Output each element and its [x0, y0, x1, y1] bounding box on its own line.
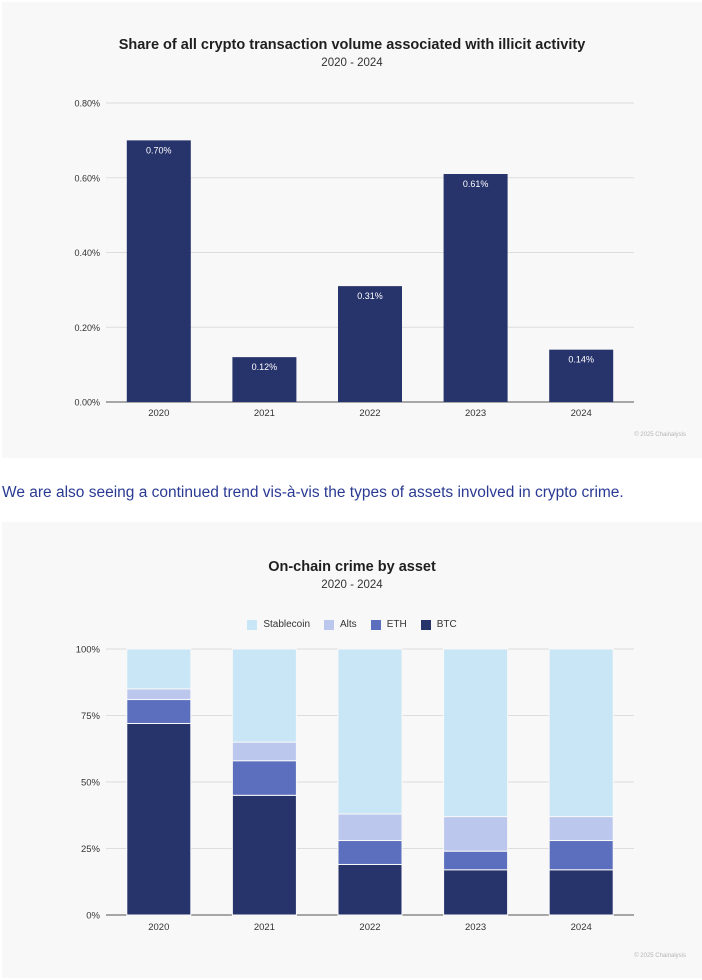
bar-segment-stablecoin [337, 648, 403, 815]
illicit-share-bar-chart: 0.00% 0.20% 0.40% 0.60% 0.80% 0.70% 2020 0.12% 2… [74, 99, 634, 419]
x-tick-label: 2024 [571, 922, 592, 933]
legend-item-btc: BTC [420, 619, 457, 630]
bar [549, 349, 614, 402]
bar-segment-btc [337, 863, 403, 916]
bar-segment-eth [443, 850, 509, 871]
x-tick-label: 2022 [359, 922, 380, 933]
chart-subtitle: 2020 - 2024 [321, 57, 383, 69]
chart-title: Share of all crypto transaction volume a… [118, 37, 586, 53]
chart-subtitle: 2020 - 2024 [321, 579, 383, 591]
chart-title: On-chain crime by asset [268, 559, 436, 575]
bar-segment-alts [231, 741, 297, 762]
crime-by-asset-chart-panel: On-chain crime by asset 2020 - 2024 Stab… [2, 522, 702, 978]
legend-label: Stablecoin [263, 619, 311, 630]
y-tick-label: 0.20% [74, 323, 100, 333]
bar-segment-alts [126, 688, 192, 701]
data-label: 0.61% [463, 179, 489, 189]
legend-item-stablecoin: Stablecoin [247, 619, 310, 630]
bar-segment-alts [443, 816, 509, 852]
legend-swatch [247, 619, 258, 630]
y-tick-label: 50% [81, 778, 101, 789]
legend-label: Alts [340, 619, 357, 630]
y-tick-label: 75% [81, 711, 101, 722]
y-tick-label: 100% [76, 645, 101, 656]
bar-segment-btc [443, 869, 509, 916]
x-tick-label: 2024 [571, 408, 592, 419]
bar-segment-eth [231, 760, 297, 796]
legend-item-alts: Alts [324, 619, 357, 630]
bar [126, 140, 191, 402]
bar-segment-stablecoin [231, 648, 297, 743]
legend-swatch [420, 619, 431, 630]
data-label: 0.70% [146, 145, 172, 155]
x-tick-label: 2020 [148, 922, 169, 933]
x-tick-label: 2023 [465, 408, 486, 419]
data-label: 0.14% [568, 355, 594, 365]
bar-segment-alts [548, 816, 614, 842]
y-tick-label: 0.60% [74, 173, 100, 183]
bar-segment-btc [231, 794, 297, 916]
x-tick-label: 2020 [148, 408, 169, 419]
chart-legend: Stablecoin Alts ETH BTC [2, 619, 702, 630]
bar-segment-alts [337, 813, 403, 842]
bar [232, 357, 297, 402]
bar-segment-stablecoin [443, 648, 509, 818]
bar-segment-eth [126, 699, 192, 724]
x-tick-label: 2021 [254, 408, 275, 419]
bar-segment-stablecoin [548, 648, 614, 818]
chart-credit: © 2025 Chainalysis [634, 953, 686, 959]
y-tick-label: 0.00% [74, 398, 100, 408]
data-label: 0.31% [357, 291, 383, 301]
bar-segment-eth [548, 840, 614, 871]
legend-label: ETH [386, 619, 407, 630]
y-tick-label: 0.80% [74, 99, 100, 109]
y-tick-label: 0.40% [74, 248, 100, 258]
y-tick-label: 25% [81, 844, 101, 855]
body-paragraph: We are also seeing a continued trend vis… [2, 484, 624, 501]
bar-segment-btc [126, 722, 192, 916]
chart-credit: © 2025 Chainalysis [634, 432, 686, 438]
data-label: 0.12% [252, 362, 278, 372]
illicit-share-chart-panel: Share of all crypto transaction volume a… [2, 2, 702, 458]
x-tick-label: 2021 [254, 922, 275, 933]
legend-label: BTC [436, 619, 457, 630]
legend-swatch [324, 619, 335, 630]
crime-by-asset-stacked-chart: 0% 25% 50% 75% 100% 2020 2021 2022 2023 2024 [76, 645, 634, 933]
bar [338, 286, 402, 402]
legend-swatch [370, 619, 381, 630]
x-tick-label: 2022 [359, 408, 380, 419]
x-tick-label: 2023 [465, 922, 486, 933]
bar-segment-eth [337, 840, 403, 865]
bar [443, 174, 508, 402]
legend-item-eth: ETH [370, 619, 407, 630]
bar-segment-btc [548, 869, 614, 916]
y-tick-label: 0% [86, 911, 100, 922]
bar-segment-stablecoin [126, 648, 192, 690]
